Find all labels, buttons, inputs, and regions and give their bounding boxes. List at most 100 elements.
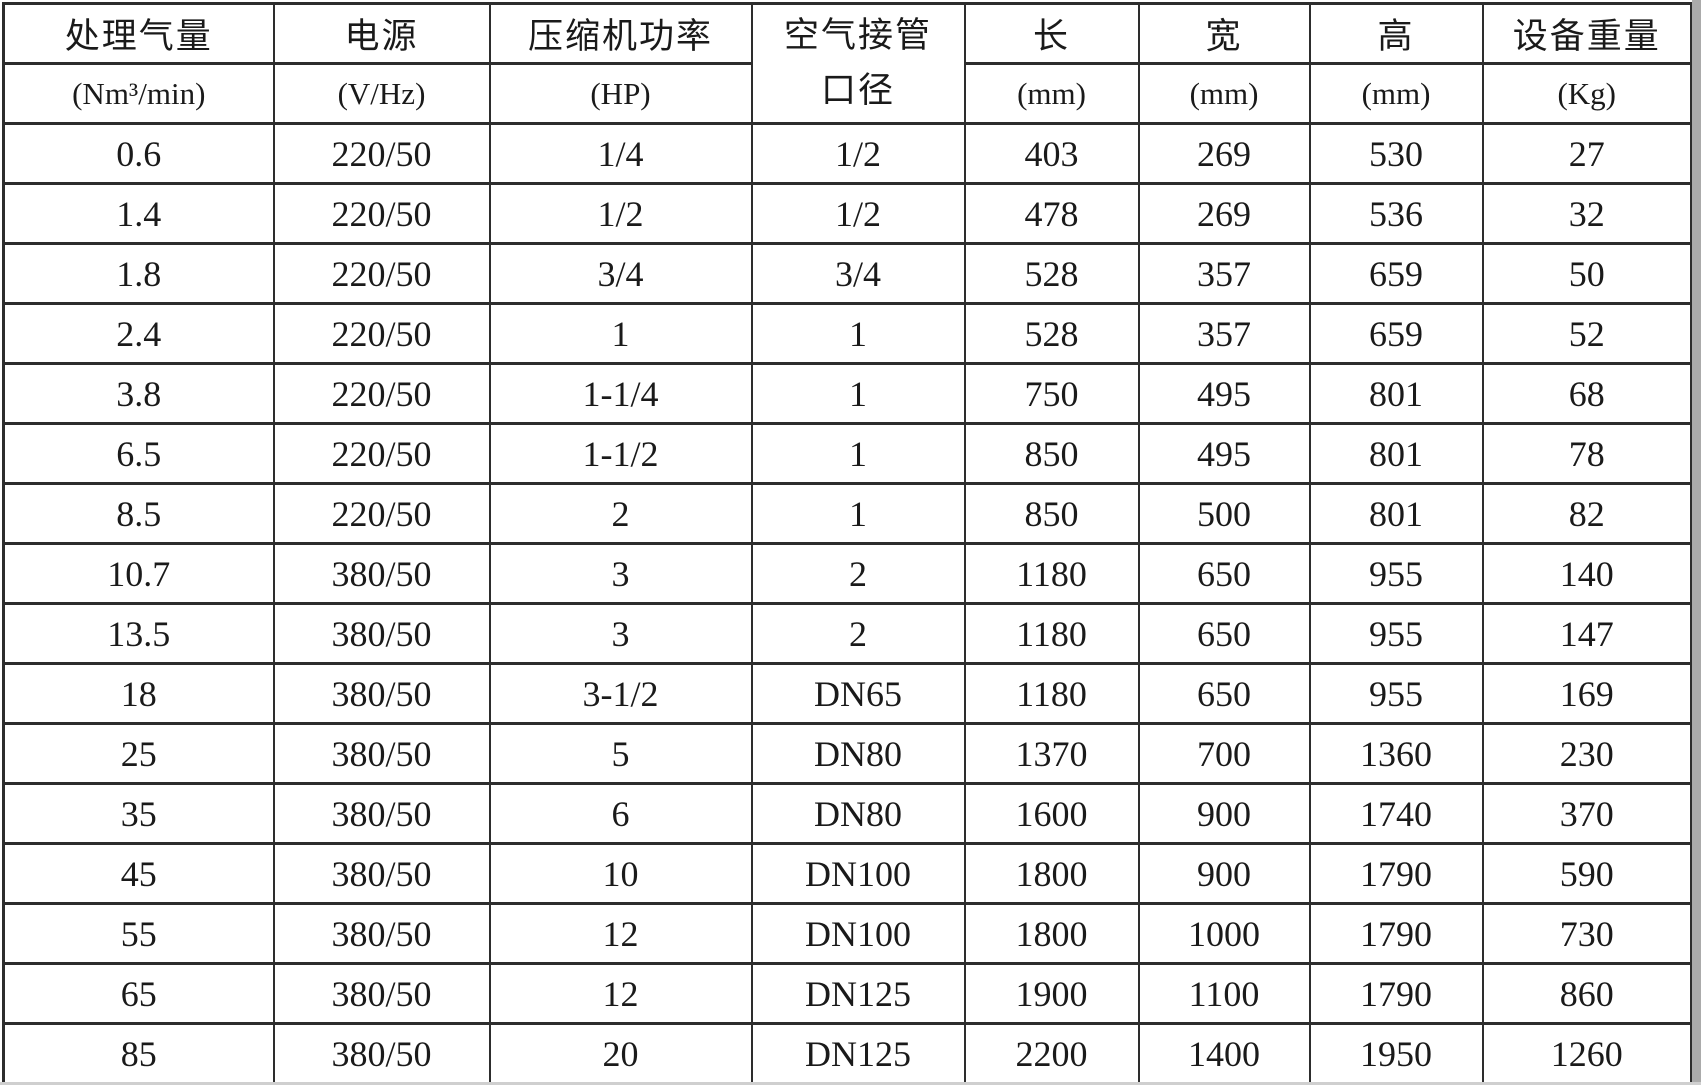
- cell-pipe_diameter: 1: [750, 422, 966, 485]
- cell-power_supply: 380/50: [272, 1022, 491, 1085]
- page-right-edge: [1692, 0, 1701, 1085]
- cell-height: 1360: [1308, 722, 1484, 785]
- cell-weight: 78: [1481, 422, 1693, 485]
- table-row: 3.8 220/50 1-1/4 1 750 495 801 68: [2, 362, 1693, 425]
- col-header-height: 高: [1308, 2, 1484, 65]
- cell-length: 403: [963, 122, 1140, 185]
- cell-pipe_diameter: 1/2: [750, 182, 966, 245]
- col-header-width: 宽: [1137, 2, 1311, 65]
- cell-pipe_diameter: DN100: [750, 902, 966, 965]
- cell-flow: 45: [2, 842, 275, 905]
- cell-height: 801: [1308, 362, 1484, 425]
- header-title-row: 处理气量 电源 压缩机功率 空气接管 口径 长 宽 高 设备重量: [2, 2, 1693, 125]
- cell-pipe_diameter: DN65: [750, 662, 966, 725]
- cell-compressor_power: 1-1/2: [488, 422, 753, 485]
- cell-power_supply: 220/50: [272, 122, 491, 185]
- cell-compressor_power: 1: [488, 302, 753, 365]
- cell-weight: 147: [1481, 602, 1693, 665]
- col-unit-weight: (Kg): [1481, 62, 1693, 125]
- cell-length: 1180: [963, 542, 1140, 605]
- cell-height: 955: [1308, 662, 1484, 725]
- cell-height: 955: [1308, 542, 1484, 605]
- cell-compressor_power: 3: [488, 542, 753, 605]
- table-row: 1.8 220/50 3/4 3/4 528 357 659 50: [2, 242, 1693, 305]
- table-row: 2.4 220/50 1 1 528 357 659 52: [2, 302, 1693, 365]
- cell-width: 357: [1137, 302, 1311, 365]
- col-header-compressor-power: 压缩机功率: [488, 2, 753, 65]
- cell-flow: 18: [2, 662, 275, 725]
- cell-height: 1950: [1308, 1022, 1484, 1085]
- cell-pipe_diameter: DN80: [750, 722, 966, 785]
- cell-power_supply: 380/50: [272, 722, 491, 785]
- pipe-header-line2: 口径: [820, 70, 895, 110]
- cell-power_supply: 380/50: [272, 962, 491, 1025]
- cell-compressor_power: 6: [488, 782, 753, 845]
- header-unit-row: (Nm³/min) (V/Hz) (HP) (mm) (mm) (mm) (Kg…: [2, 62, 1693, 125]
- cell-power_supply: 380/50: [272, 602, 491, 665]
- cell-weight: 52: [1481, 302, 1693, 365]
- cell-height: 530: [1308, 122, 1484, 185]
- cell-height: 801: [1308, 422, 1484, 485]
- cell-height: 1790: [1308, 902, 1484, 965]
- cell-weight: 230: [1481, 722, 1693, 785]
- cell-length: 1800: [963, 842, 1140, 905]
- cell-weight: 50: [1481, 242, 1693, 305]
- cell-width: 1100: [1137, 962, 1311, 1025]
- cell-weight: 140: [1481, 542, 1693, 605]
- cell-compressor_power: 1-1/4: [488, 362, 753, 425]
- col-unit-compressor-power: (HP): [488, 62, 753, 125]
- cell-pipe_diameter: 1/2: [750, 122, 966, 185]
- cell-pipe_diameter: 2: [750, 602, 966, 665]
- cell-length: 1180: [963, 602, 1140, 665]
- col-header-flow: 处理气量: [2, 2, 275, 65]
- cell-weight: 370: [1481, 782, 1693, 845]
- cell-width: 900: [1137, 782, 1311, 845]
- cell-pipe_diameter: DN100: [750, 842, 966, 905]
- cell-height: 801: [1308, 482, 1484, 545]
- col-header-length: 长: [963, 2, 1140, 65]
- cell-flow: 55: [2, 902, 275, 965]
- table-header: 处理气量 电源 压缩机功率 空气接管 口径 长 宽 高 设备重量 (Nm³/mi…: [2, 2, 1693, 125]
- cell-width: 357: [1137, 242, 1311, 305]
- cell-length: 1180: [963, 662, 1140, 725]
- cell-power_supply: 380/50: [272, 902, 491, 965]
- cell-width: 700: [1137, 722, 1311, 785]
- cell-flow: 25: [2, 722, 275, 785]
- cell-weight: 32: [1481, 182, 1693, 245]
- cell-flow: 1.4: [2, 182, 275, 245]
- cell-height: 1740: [1308, 782, 1484, 845]
- table-row: 55 380/50 12 DN100 1800 1000 1790 730: [2, 902, 1693, 965]
- cell-width: 495: [1137, 362, 1311, 425]
- page-bottom-edge: [0, 1082, 1701, 1085]
- cell-pipe_diameter: DN125: [750, 962, 966, 1025]
- col-unit-width: (mm): [1137, 62, 1311, 125]
- col-header-weight: 设备重量: [1481, 2, 1693, 65]
- cell-height: 1790: [1308, 842, 1484, 905]
- cell-power_supply: 380/50: [272, 662, 491, 725]
- cell-flow: 35: [2, 782, 275, 845]
- cell-length: 478: [963, 182, 1140, 245]
- cell-compressor_power: 3/4: [488, 242, 753, 305]
- cell-weight: 590: [1481, 842, 1693, 905]
- table-body: 0.6 220/50 1/4 1/2 403 269 530 27 1.4 220/50 1/2 1/…: [2, 122, 1693, 1085]
- cell-width: 650: [1137, 662, 1311, 725]
- cell-power_supply: 380/50: [272, 782, 491, 845]
- cell-weight: 82: [1481, 482, 1693, 545]
- cell-pipe_diameter: 1: [750, 362, 966, 425]
- table-row: 8.5 220/50 2 1 850 500 801 82: [2, 482, 1693, 545]
- col-unit-height: (mm): [1308, 62, 1484, 125]
- cell-length: 850: [963, 422, 1140, 485]
- cell-length: 1370: [963, 722, 1140, 785]
- cell-flow: 85: [2, 1022, 275, 1085]
- cell-weight: 169: [1481, 662, 1693, 725]
- cell-compressor_power: 12: [488, 962, 753, 1025]
- cell-compressor_power: 12: [488, 902, 753, 965]
- table-row: 1.4 220/50 1/2 1/2 478 269 536 32: [2, 182, 1693, 245]
- cell-compressor_power: 1/4: [488, 122, 753, 185]
- table-row: 10.7 380/50 3 2 1180 650 955 140: [2, 542, 1693, 605]
- cell-flow: 0.6: [2, 122, 275, 185]
- pipe-header-line1: 空气接管: [783, 16, 932, 56]
- cell-power_supply: 220/50: [272, 362, 491, 425]
